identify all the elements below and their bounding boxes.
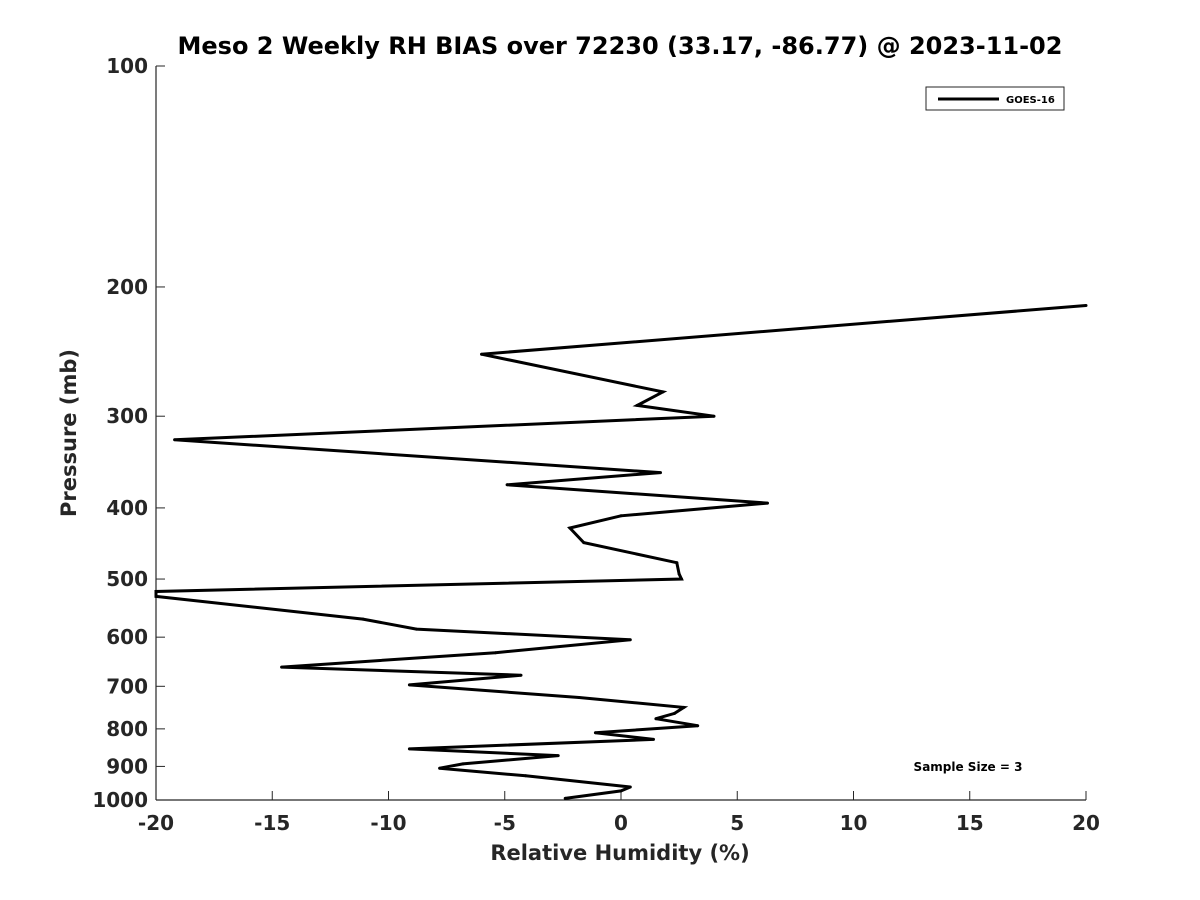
data-point bbox=[480, 352, 483, 356]
data-point bbox=[577, 696, 581, 699]
data-point bbox=[438, 766, 442, 770]
y-ticks: 100 200 300 400 500 600 700 800 900 1000 bbox=[92, 54, 165, 812]
series-points bbox=[154, 304, 1088, 800]
x-tick-label: 0 bbox=[614, 811, 628, 835]
x-ticks: -20 -15 -10 -5 0 5 10 15 20 bbox=[138, 791, 1100, 835]
data-point bbox=[696, 724, 700, 728]
sample-size-annotation: Sample Size = 3 bbox=[914, 760, 1023, 774]
data-point bbox=[505, 483, 509, 487]
data-point bbox=[654, 717, 658, 721]
y-tick-label: 300 bbox=[106, 404, 148, 428]
data-point bbox=[766, 501, 769, 505]
y-tick-label: 600 bbox=[106, 625, 148, 649]
x-tick-label: -5 bbox=[494, 811, 516, 835]
data-point bbox=[407, 683, 411, 687]
y-tick-label: 900 bbox=[106, 754, 148, 778]
x-tick-label: 20 bbox=[1072, 811, 1100, 835]
data-point bbox=[635, 403, 639, 407]
data-point bbox=[677, 572, 681, 576]
data-point bbox=[661, 390, 665, 394]
data-point bbox=[361, 617, 365, 621]
data-point bbox=[628, 785, 632, 789]
data-point bbox=[652, 737, 655, 741]
data-point bbox=[682, 705, 686, 709]
y-tick-label: 200 bbox=[106, 275, 148, 299]
data-point bbox=[407, 747, 411, 751]
x-tick-label: -15 bbox=[254, 811, 290, 835]
x-axis-label: Relative Humidity (%) bbox=[490, 841, 749, 865]
x-tick-label: 15 bbox=[956, 811, 984, 835]
y-tick-label: 500 bbox=[106, 567, 148, 591]
y-tick-label: 800 bbox=[106, 717, 148, 741]
x-tick-label: 10 bbox=[840, 811, 868, 835]
y-axis-label: Pressure (mb) bbox=[57, 349, 81, 517]
data-point bbox=[712, 414, 716, 418]
data-point bbox=[673, 711, 676, 715]
data-point bbox=[675, 561, 679, 565]
y-tick-label: 100 bbox=[106, 54, 148, 78]
y-tick-label: 400 bbox=[106, 496, 148, 520]
data-point bbox=[619, 514, 623, 518]
data-point bbox=[280, 665, 284, 669]
data-point bbox=[563, 796, 567, 800]
data-point bbox=[154, 594, 158, 598]
chart-title: Meso 2 Weekly RH BIAS over 72230 (33.17,… bbox=[178, 32, 1063, 60]
data-point bbox=[414, 627, 418, 631]
data-point bbox=[619, 789, 623, 793]
x-tick-label: 5 bbox=[730, 811, 744, 835]
data-point bbox=[628, 638, 632, 642]
data-point bbox=[519, 673, 523, 677]
data-point bbox=[1084, 304, 1088, 307]
x-tick-label: -10 bbox=[370, 811, 406, 835]
data-point bbox=[524, 774, 528, 778]
data-point bbox=[154, 590, 158, 593]
legend: GOES-16 bbox=[925, 86, 1065, 111]
data-point bbox=[173, 438, 177, 442]
x-tick-label: -20 bbox=[138, 811, 174, 835]
data-point bbox=[680, 577, 683, 581]
legend-label: GOES-16 bbox=[1006, 95, 1055, 106]
data-point bbox=[556, 754, 560, 758]
y-tick-label: 700 bbox=[106, 674, 148, 698]
data-point bbox=[568, 526, 572, 530]
data-point bbox=[493, 651, 497, 655]
data-point bbox=[461, 762, 465, 766]
data-point bbox=[593, 731, 597, 735]
data-point bbox=[582, 541, 586, 545]
y-tick-label: 1000 bbox=[92, 788, 148, 812]
data-point bbox=[659, 471, 662, 475]
